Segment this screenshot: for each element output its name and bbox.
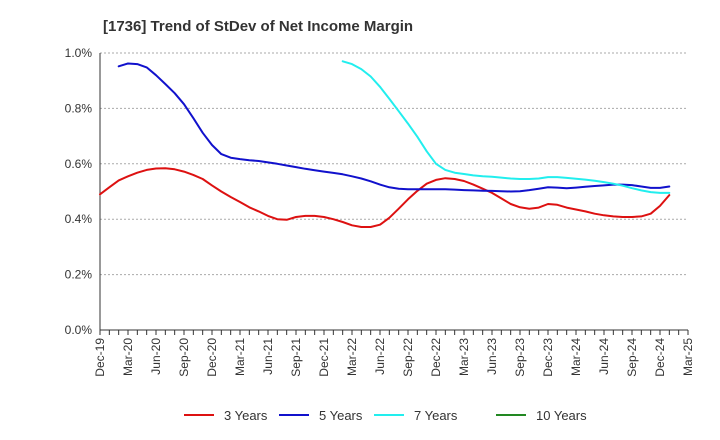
y-tick-label: 0.0%	[65, 323, 93, 337]
y-tick-label: 0.6%	[65, 157, 93, 171]
x-tick-label: Jun-20	[149, 338, 163, 375]
y-tick-label: 1.0%	[65, 46, 93, 60]
x-tick-label: Dec-24	[653, 338, 667, 377]
x-tick-label: Dec-22	[429, 338, 443, 377]
x-tick-label: Dec-21	[317, 338, 331, 377]
x-tick-label: Sep-22	[401, 338, 415, 377]
x-tick-label: Dec-20	[205, 338, 219, 377]
x-tick-label: Sep-20	[177, 338, 191, 377]
legend-label-10-years: 10 Years	[536, 408, 587, 423]
x-tick-label: Jun-22	[373, 338, 387, 375]
x-tick-label: Jun-21	[261, 338, 275, 375]
x-tick-label: Sep-21	[289, 338, 303, 377]
y-tick-label: 0.4%	[65, 212, 93, 226]
grid	[99, 52, 688, 331]
x-tick-label: Jun-23	[485, 338, 499, 375]
y-tick-label: 0.8%	[65, 101, 93, 115]
x-tick-label: Dec-23	[541, 338, 555, 377]
series-line-3-years	[99, 167, 671, 228]
x-tick-label: Sep-24	[625, 338, 639, 377]
x-tick-label: Mar-22	[345, 338, 359, 376]
y-tick-label: 0.2%	[65, 268, 93, 282]
x-tick-label: Mar-25	[681, 338, 695, 376]
legend-label-5-years: 5 Years	[319, 408, 363, 423]
x-axis-ticks: Dec-19 Mar-20 Jun-20 Sep-20 Dec-20 Mar-21 Jun-…	[93, 330, 695, 377]
x-tick-label: Sep-23	[513, 338, 527, 377]
chart-title: [1736] Trend of StDev of Net Income Marg…	[103, 18, 413, 35]
x-tick-label: Jun-24	[597, 338, 611, 375]
legend-label-7-years: 7 Years	[414, 408, 458, 423]
x-tick-label: Mar-20	[121, 338, 135, 376]
x-tick-label: Mar-21	[233, 338, 247, 376]
x-tick-label: Mar-24	[569, 338, 583, 376]
legend: 3 Years 5 Years 7 Years 10 Years	[184, 408, 587, 423]
series-lines	[99, 60, 671, 228]
y-axis-ticks: 0.0% 0.2% 0.4% 0.6% 0.8% 1.0%	[65, 46, 93, 337]
series-line-7-years	[341, 60, 671, 194]
series-line-5-years	[117, 62, 671, 193]
legend-label-3-years: 3 Years	[224, 408, 268, 423]
x-tick-label: Dec-19	[93, 338, 107, 377]
x-tick-label: Mar-23	[457, 338, 471, 376]
